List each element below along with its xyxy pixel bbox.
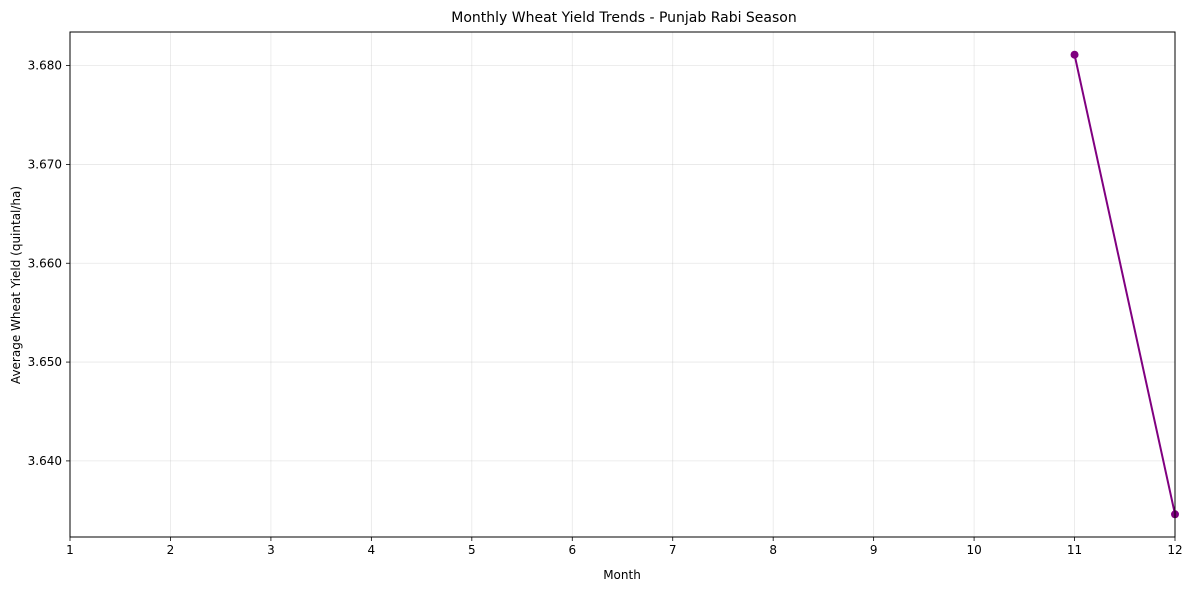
x-axis-label: Month: [603, 568, 641, 582]
y-tick-label: 3.680: [28, 59, 62, 73]
series-line: [1073, 54, 1176, 515]
x-tick-label: 8: [769, 543, 777, 557]
y-tick-label: 3.660: [28, 256, 62, 270]
y-tick-label: 3.670: [28, 157, 62, 171]
x-tick-label: 4: [368, 543, 376, 557]
x-tick-label: 7: [669, 543, 677, 557]
x-tick-label: 1: [66, 543, 74, 557]
x-tick-label: 3: [267, 543, 275, 557]
x-tick-label: 12: [1167, 543, 1182, 557]
y-axis: 3.640 3.650 3.660 3.670 3.680: [28, 59, 70, 468]
y-tick-label: 3.640: [28, 454, 62, 468]
series-layer: [1070, 50, 1179, 519]
y-tick-label: 3.650: [28, 355, 62, 369]
data-point: [1070, 50, 1079, 59]
x-tick-label: 9: [870, 543, 878, 557]
chart-title: Monthly Wheat Yield Trends - Punjab Rabi…: [451, 10, 796, 26]
x-tick-label: 11: [1067, 543, 1082, 557]
x-tick-label: 2: [167, 543, 175, 557]
x-tick-label: 6: [568, 543, 576, 557]
y-axis-label: Average Wheat Yield (quintal/ha): [9, 186, 23, 384]
x-tick-label: 10: [966, 543, 981, 557]
grid: [69, 32, 1176, 537]
x-tick-label: 5: [468, 543, 476, 557]
plot-frame: [69, 31, 1176, 538]
x-axis: 1 2 3 4 5 6 7 8 9 10 11 12: [66, 537, 1183, 557]
